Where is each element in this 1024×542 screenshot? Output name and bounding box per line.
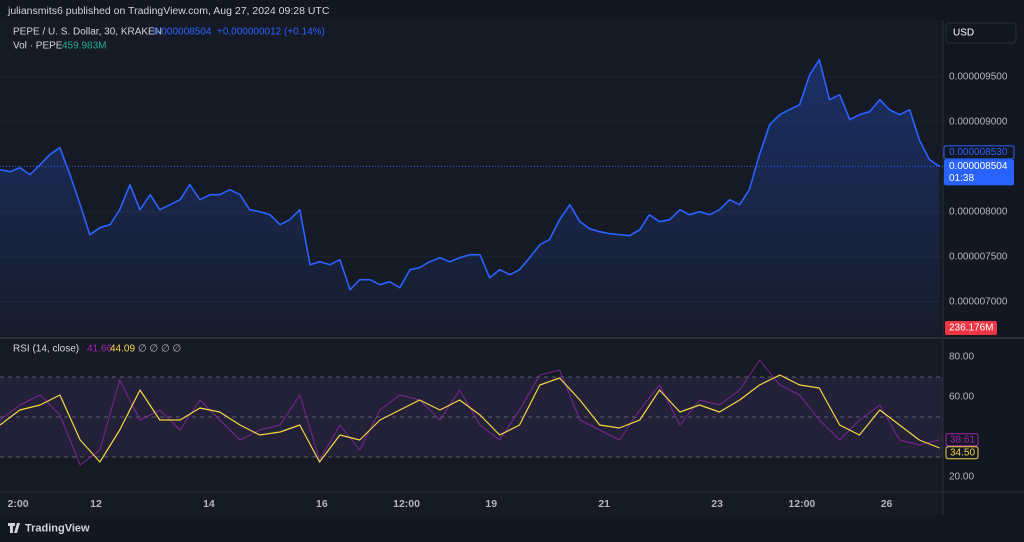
price-tag-bg — [944, 159, 1014, 186]
rsi-tag-bg — [945, 433, 979, 447]
y-tick-label: 80.00 — [949, 352, 974, 363]
price-legend-title: PEPE / U. S. Dollar, 30, KRAKEN — [13, 27, 162, 38]
price-legend-value: 0.000008504 — [153, 27, 212, 38]
publisher: juliansmits6 published on TradingView.co… — [7, 5, 330, 17]
x-tick-label: 14 — [203, 498, 215, 510]
rsi-tag: 38.61 — [950, 434, 975, 445]
x-tick-label: 2:00 — [8, 498, 29, 510]
price-tag-bg — [943, 145, 1015, 160]
x-tick-label: 12 — [90, 498, 102, 510]
x-tick-label: 19 — [485, 498, 497, 510]
rsi-tag: 34.50 — [950, 447, 975, 458]
rsi-legend-title: RSI (14, close) — [13, 344, 79, 355]
rsi-legend-extra: ∅ ∅ ∅ ∅ — [138, 344, 181, 355]
y-tick-label: 0.000008000 — [949, 206, 1008, 217]
rsi-tag-bg — [945, 446, 979, 460]
logo-text: TradingView — [25, 522, 90, 534]
x-tick-label: 12:00 — [788, 498, 815, 510]
y-tick-label: 20.00 — [949, 472, 974, 483]
x-tick-label: 26 — [881, 498, 893, 510]
rsi-line — [0, 374, 940, 463]
price-area — [0, 59, 940, 335]
rsi-ma-legend-value: 44.09 — [110, 344, 135, 355]
y-tick-label: 0.000007500 — [949, 251, 1008, 262]
y-tick-label: 60.00 — [949, 392, 974, 403]
y-tick-label: 0.000009000 — [949, 116, 1008, 127]
x-tick-label: 12:00 — [393, 498, 420, 510]
price-line — [0, 58, 941, 291]
logo-icon — [8, 523, 20, 533]
price-countdown: 01:38 — [949, 173, 974, 184]
rsi-legend-value: 41.66 — [87, 344, 112, 355]
volume-legend-value: 459.983M — [62, 41, 106, 52]
y-tick-label: 0.000007000 — [949, 296, 1008, 307]
volume-tag: 236.176M — [949, 323, 993, 334]
logo: TradingView — [8, 522, 90, 534]
volume-tag-bg — [945, 321, 997, 335]
price-tag: 0.000008504 — [949, 161, 1008, 172]
price-legend-change: +0.000000012 (+0.14%) — [217, 27, 325, 38]
currency-button[interactable] — [945, 22, 1017, 44]
price-tag: 0.000008530 — [949, 147, 1008, 158]
volume-legend-title: Vol · PEPE — [13, 41, 63, 52]
currency-label[interactable]: USD — [953, 28, 974, 39]
x-tick-label: 21 — [598, 498, 610, 510]
x-tick-label: 23 — [711, 498, 723, 510]
x-tick-label: 16 — [316, 498, 328, 510]
y-tick-label: 0.000009500 — [949, 71, 1008, 82]
